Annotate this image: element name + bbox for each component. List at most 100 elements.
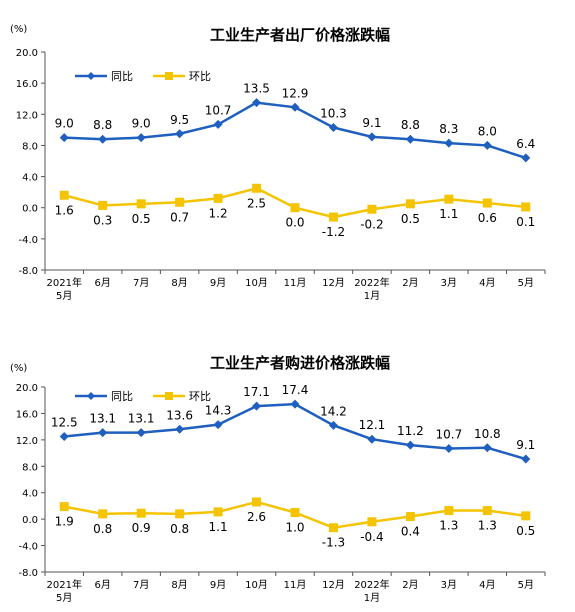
data-label: 13.5 [243, 82, 270, 96]
data-label: 14.2 [320, 404, 347, 418]
legend-marker-diamond [87, 392, 95, 400]
legend-marker-square [165, 392, 173, 400]
data-label: 0.5 [516, 524, 535, 538]
data-label: -0.4 [360, 530, 383, 544]
data-point-mom [290, 203, 300, 213]
data-label: 0.5 [132, 212, 151, 226]
x-tick-label: 12月 [322, 277, 345, 289]
x-tick-label: 9月 [210, 579, 226, 591]
y-tick-label: 12.0 [16, 110, 38, 121]
data-label: 1.0 [285, 521, 304, 535]
x-tick-label-line2: 1月 [364, 592, 380, 604]
data-label: 14.3 [205, 404, 232, 418]
data-point-yoy [482, 443, 492, 453]
data-label: 8.8 [93, 118, 112, 132]
data-label: 10.7 [435, 427, 462, 441]
data-label: -1.3 [322, 536, 345, 550]
x-tick-label: 9月 [210, 277, 226, 289]
data-label: 6.4 [516, 137, 535, 151]
data-label: 1.1 [439, 207, 458, 221]
x-tick-label: 7月 [133, 579, 149, 591]
x-tick-label: 10月 [245, 277, 268, 289]
x-tick-label: 2021年 [47, 276, 82, 289]
legend-marker-diamond [87, 72, 95, 80]
x-tick-label: 2月 [402, 277, 418, 289]
data-label: 2.6 [247, 510, 266, 524]
y-tick-label: -8.0 [18, 568, 38, 579]
data-point-yoy [213, 420, 223, 430]
data-label: 12.1 [359, 418, 386, 432]
data-point-mom [213, 507, 223, 517]
y-tick-label: 20.0 [16, 48, 38, 59]
data-label: 9.1 [516, 438, 535, 452]
y-tick-label: 8.0 [22, 141, 38, 152]
data-point-yoy [405, 134, 415, 144]
data-label: 10.8 [474, 427, 501, 441]
data-point-yoy [367, 434, 377, 444]
y-tick-label: 12.0 [16, 436, 38, 447]
data-label: 2.5 [247, 196, 266, 210]
data-label: 9.0 [132, 117, 151, 131]
data-point-yoy [328, 123, 338, 133]
x-tick-label: 11月 [284, 277, 307, 289]
x-tick-label: 5月 [518, 277, 534, 289]
data-label: 10.3 [320, 107, 347, 121]
data-label: 0.3 [93, 213, 112, 227]
data-label: 8.3 [439, 122, 458, 136]
x-tick-label: 3月 [441, 579, 457, 591]
y-tick-label: -4.0 [18, 235, 38, 246]
data-label: 1.6 [55, 203, 74, 217]
data-label: 12.5 [51, 416, 78, 430]
data-point-yoy [405, 440, 415, 450]
data-point-yoy [98, 134, 108, 144]
data-label: 0.1 [516, 215, 535, 229]
y-axis-unit-label: (%) [10, 363, 27, 374]
data-label: 0.0 [285, 216, 304, 230]
data-point-mom [98, 509, 108, 519]
x-tick-label: 3月 [441, 277, 457, 289]
data-label: 9.1 [362, 116, 381, 130]
legend-label: 同比 [111, 390, 133, 403]
data-point-mom [521, 202, 531, 212]
data-point-yoy [252, 401, 262, 411]
data-label: 1.2 [209, 206, 228, 220]
x-tick-label: 8月 [171, 277, 187, 289]
data-label: 0.8 [170, 522, 189, 536]
data-label: 1.3 [439, 519, 458, 533]
data-label: 13.6 [166, 408, 193, 422]
chart-title: 工业生产者出厂价格涨跌幅 [210, 26, 390, 44]
legend-marker-square [165, 72, 173, 80]
data-point-yoy [175, 129, 185, 139]
x-tick-label: 2月 [402, 579, 418, 591]
data-point-yoy [252, 98, 262, 108]
data-label: 13.1 [89, 412, 116, 426]
data-point-mom [405, 199, 415, 209]
x-tick-label-line2: 5月 [56, 592, 72, 604]
data-point-yoy [328, 420, 338, 430]
chart-ppi-output: 工业生产者出厂价格涨跌幅 (%) 20.0 16.0 12.0 8.0 4.0 0.0 -4.0… [10, 24, 546, 300]
data-point-yoy [367, 132, 377, 142]
data-label: 0.6 [478, 211, 497, 225]
data-point-mom [252, 497, 262, 507]
data-point-mom [175, 197, 185, 207]
data-point-yoy [444, 138, 454, 148]
y-tick-label: 4.0 [22, 489, 38, 500]
data-point-yoy [521, 153, 531, 163]
y-tick-label: 4.0 [22, 173, 38, 184]
data-point-yoy [213, 119, 223, 129]
data-point-mom [290, 508, 300, 518]
x-tick-label: 10月 [245, 579, 268, 591]
x-tick-label: 6月 [95, 277, 111, 289]
x-tick-label: 2021年 [47, 578, 82, 591]
data-label: 11.2 [397, 424, 424, 438]
data-point-mom [367, 517, 377, 527]
data-point-yoy [136, 428, 146, 438]
y-tick-label: 8.0 [22, 462, 38, 473]
y-tick-label: 20.0 [16, 383, 38, 394]
data-point-mom [444, 194, 454, 204]
data-label: 0.9 [132, 521, 151, 535]
data-point-mom [175, 509, 185, 519]
y-tick-label: 16.0 [16, 409, 38, 420]
legend-label: 环比 [189, 70, 211, 83]
